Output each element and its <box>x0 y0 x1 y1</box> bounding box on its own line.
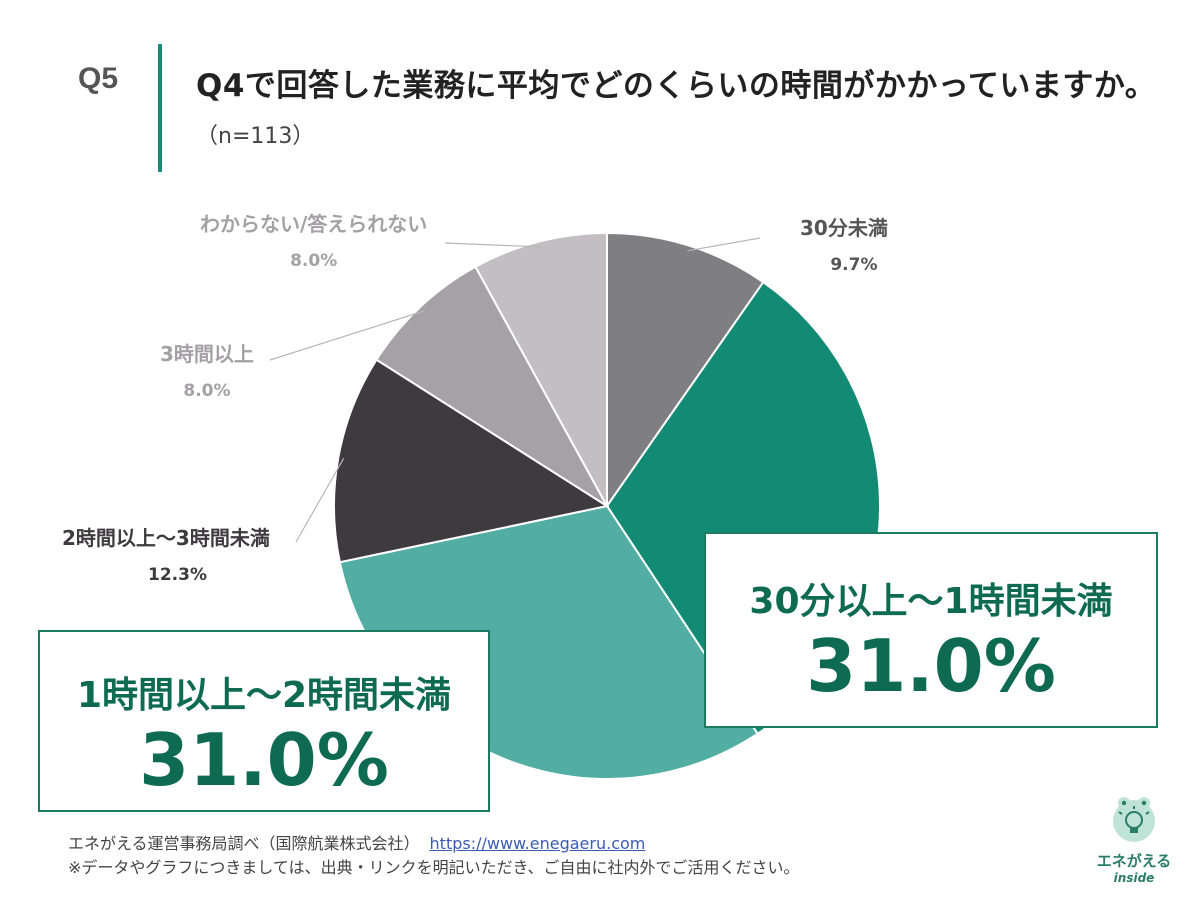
slice-label: わからない/答えられない <box>200 212 428 236</box>
leader-line-3 <box>295 458 345 543</box>
question-divider <box>158 44 162 172</box>
slice-label: 30分未満 <box>800 216 888 240</box>
callout-value: 31.0% <box>139 718 389 802</box>
footer: エネがえる運営事務局調べ（国際航業株式会社） https://www.enegae… <box>68 832 800 880</box>
footer-source-line: エネがえる運営事務局調べ（国際航業株式会社） https://www.enegae… <box>68 832 800 856</box>
callout-value: 31.0% <box>806 624 1056 708</box>
label-over-3h: 3時間以上 8.0% <box>160 338 254 401</box>
pie-slice-4 <box>375 265 608 507</box>
callout-30min-1h: 30分以上～1時間未満 31.0% <box>704 532 1158 728</box>
enegaeru-logo: エネがえる inside <box>1086 794 1182 885</box>
bulb-frog-icon <box>1113 797 1155 842</box>
slice-value: 9.7% <box>830 255 878 275</box>
logo-sub: inside <box>1113 871 1155 885</box>
slice-value: 8.0% <box>183 381 231 401</box>
leader-line-4 <box>269 310 425 361</box>
callout-label: 30分以上～1時間未満 <box>749 581 1113 622</box>
callout-label: 1時間以上～2時間未満 <box>76 675 452 716</box>
source-text: エネがえる運営事務局調べ（国際航業株式会社） <box>68 834 420 853</box>
pie-slice-3 <box>333 358 610 564</box>
pie-slice-5 <box>474 231 608 507</box>
slice-value: 12.3% <box>148 565 207 585</box>
question-title: Q4で回答した業務に平均でどのくらいの時間がかかっていますか。 <box>196 68 1157 104</box>
callout-1h-2h: 1時間以上～2時間未満 31.0% <box>38 630 490 812</box>
question-number: Q5 <box>78 62 119 95</box>
logo-name: エネがえる <box>1096 852 1172 870</box>
label-2h-3h: 2時間以上～3時間未満 12.3% <box>62 522 270 585</box>
leader-line-0 <box>687 237 761 252</box>
label-unknown: わからない/答えられない 8.0% <box>200 208 427 271</box>
label-under-30min: 30分未満 9.7% <box>800 212 888 275</box>
sample-size: （n=113） <box>196 124 315 149</box>
usage-note: ※データやグラフにつきましては、出典・リンクを明記いただき、ご自由に社内外でご活… <box>68 858 800 877</box>
leader-line-5 <box>444 242 541 248</box>
slice-label: 2時間以上～3時間未満 <box>62 526 270 550</box>
slice-label: 3時間以上 <box>160 342 254 366</box>
slice-value: 8.0% <box>290 251 338 271</box>
source-link[interactable]: https://www.enegaeru.com <box>429 834 646 853</box>
pie-slice-0 <box>606 231 765 510</box>
